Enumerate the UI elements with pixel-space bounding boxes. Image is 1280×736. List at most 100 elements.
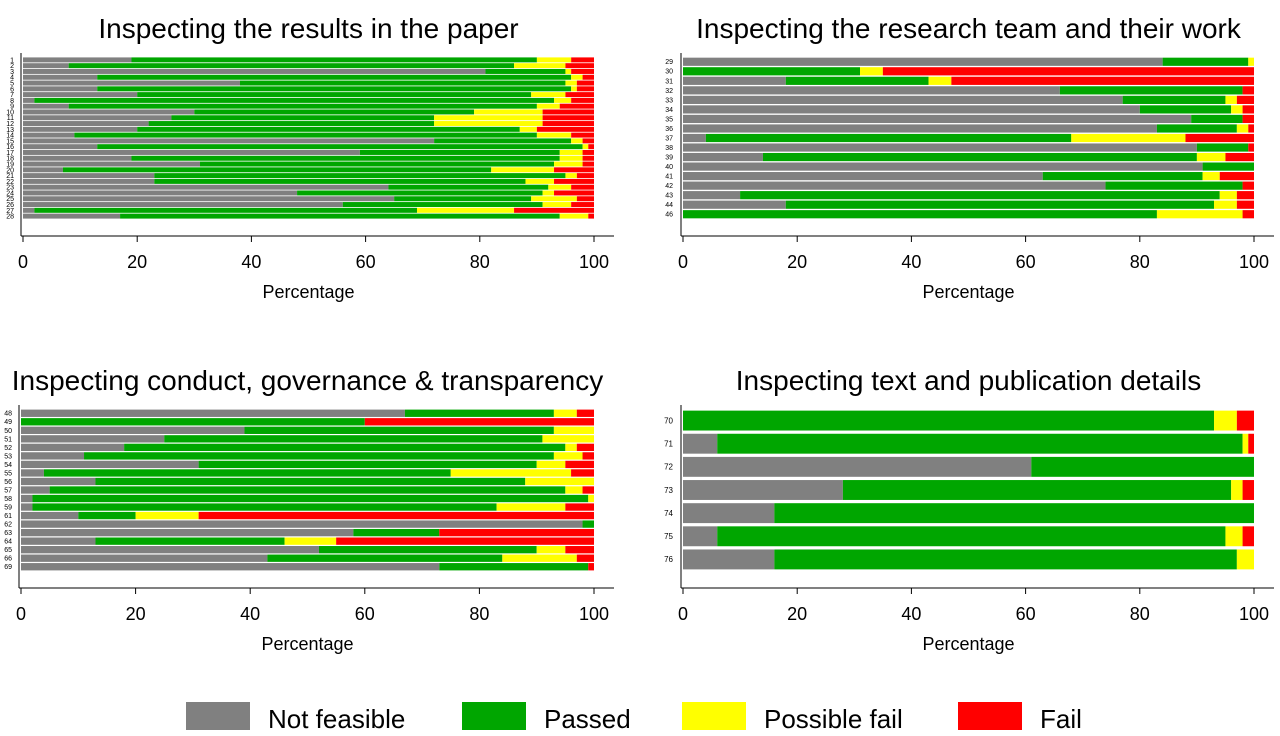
bar-segment-possible-fail: [565, 68, 572, 74]
bar-segment-passed: [62, 167, 492, 173]
bar-segment-not-feasible: [23, 97, 35, 103]
bar-segment-passed: [1031, 456, 1254, 477]
category-label: 27: [6, 208, 14, 215]
bar-segment-not-feasible: [21, 503, 33, 511]
bar-segment-fail: [1248, 143, 1254, 152]
category-label: 31: [665, 78, 673, 85]
bar-segment-fail: [571, 68, 594, 74]
bar-segment-fail: [582, 138, 594, 144]
bar-segment-fail: [582, 74, 594, 80]
bar-segment-possible-fail: [284, 537, 337, 545]
category-label: 20: [6, 167, 14, 174]
category-label: 5: [10, 80, 14, 87]
bar-segment-fail: [951, 76, 1254, 85]
bar-segment-possible-fail: [565, 80, 577, 86]
bar-segment-possible-fail: [491, 167, 555, 173]
bar-segment-passed: [148, 121, 435, 127]
x-tick-label: 80: [1130, 604, 1150, 624]
bar-segment-possible-fail: [928, 76, 952, 85]
category-label: 8: [10, 98, 14, 105]
legend-swatch-fail: [958, 702, 1022, 730]
category-label: 75: [664, 532, 673, 541]
bar-segment-passed: [34, 97, 555, 103]
category-label: 14: [6, 133, 14, 140]
bar-segment-fail: [882, 67, 1254, 76]
category-label: 41: [665, 174, 673, 181]
bar-segment-possible-fail: [514, 63, 566, 69]
x-axis-label: Percentage: [262, 282, 354, 302]
category-label: 56: [4, 479, 12, 486]
category-label: 62: [4, 522, 12, 529]
bar-segment-passed: [318, 546, 537, 554]
bar-segment-possible-fail: [542, 202, 572, 208]
bar-segment-possible-fail: [531, 196, 577, 202]
bar-segment-not-feasible: [21, 494, 33, 503]
bar-segment-passed: [394, 196, 532, 202]
category-label: 57: [4, 487, 12, 494]
bar-segment-possible-fail: [559, 213, 589, 219]
bar-segment-fail: [1242, 181, 1254, 190]
bar-segment-possible-fail: [542, 435, 594, 443]
bar-segment-fail: [565, 503, 594, 511]
bar-segment-fail: [336, 537, 594, 545]
bar-segment-possible-fail: [582, 144, 589, 150]
bar-segment-possible-fail: [559, 155, 583, 161]
bar-segment-passed: [244, 426, 554, 434]
bar-segment-passed: [439, 563, 589, 571]
bar-segment-possible-fail: [519, 126, 537, 132]
bar-segment-possible-fail: [571, 138, 583, 144]
x-tick-label: 0: [678, 604, 688, 624]
legend: Not feasible Passed Possible fail Fail: [0, 696, 1280, 736]
bar-segment-passed: [97, 86, 572, 92]
bar-segment-possible-fail: [1156, 210, 1243, 219]
category-label: 76: [664, 555, 673, 564]
bar-segment-not-feasible: [683, 172, 1043, 181]
bar-segment-possible-fail: [1231, 480, 1243, 500]
bar-segment-passed: [582, 520, 594, 528]
bar-segment-not-feasible: [23, 86, 98, 92]
category-label: 70: [664, 416, 673, 425]
legend-swatch-passed: [462, 702, 526, 730]
bar-segment-not-feasible: [23, 184, 389, 190]
category-label: 2: [10, 63, 14, 70]
x-axis-label: Percentage: [922, 282, 1014, 302]
category-label: 26: [6, 202, 14, 209]
bar-segment-possible-fail: [135, 511, 199, 520]
bar-segment-not-feasible: [23, 63, 69, 69]
bar-segment-possible-fail: [559, 149, 583, 155]
x-tick-label: 80: [469, 604, 489, 624]
bar-segment-passed: [353, 528, 440, 537]
bar-segment-not-feasible: [21, 520, 583, 528]
category-label: 71: [664, 440, 673, 449]
bar-segment-passed: [342, 202, 543, 208]
bar-segment-not-feasible: [683, 503, 775, 524]
bar-segment-not-feasible: [23, 126, 138, 132]
x-tick-label: 80: [470, 252, 490, 272]
bar-segment-not-feasible: [683, 200, 786, 209]
bar-segment-passed: [359, 149, 560, 155]
category-label: 54: [4, 462, 12, 469]
x-tick-label: 0: [678, 252, 688, 272]
bar-segment-passed: [434, 138, 572, 144]
bar-segment-passed: [120, 213, 560, 219]
bar-segment-passed: [68, 103, 537, 109]
bar-segment-fail: [1242, 526, 1254, 547]
bar-segment-passed: [194, 109, 475, 115]
category-label: 40: [665, 164, 673, 171]
bar-segment-passed: [164, 435, 543, 443]
bar-segment-passed: [267, 554, 503, 562]
x-tick-label: 60: [355, 604, 375, 624]
x-tick-label: 20: [787, 604, 807, 624]
chart-panel-4: Inspecting text and publication details 7…: [664, 365, 1274, 654]
category-label: 32: [665, 88, 673, 95]
bar-segment-not-feasible: [23, 155, 132, 161]
bar-segment-possible-fail: [1231, 105, 1243, 114]
chart-panel-1: Inspecting the results in the paper12345…: [6, 13, 614, 302]
bar-segment-fail: [582, 155, 594, 161]
category-label: 1: [10, 57, 14, 64]
bar-segment-not-feasible: [683, 549, 775, 570]
bar-segment-passed: [34, 207, 417, 213]
bar-segment-possible-fail: [531, 92, 566, 98]
bar-segment-not-feasible: [23, 196, 395, 202]
category-label: 4: [10, 75, 14, 82]
